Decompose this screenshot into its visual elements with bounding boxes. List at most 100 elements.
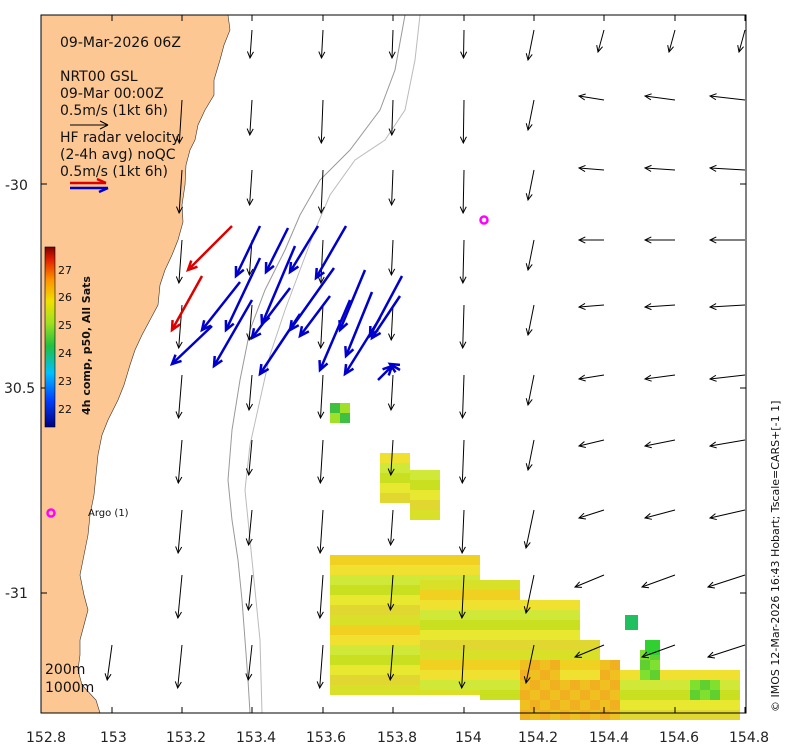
sst-cell	[680, 680, 690, 690]
current-arrow	[387, 439, 395, 477]
sst-cell	[400, 483, 410, 493]
sst-cell	[570, 690, 580, 700]
sst-cell	[350, 675, 360, 685]
sst-cell	[540, 670, 550, 680]
sst-cell	[690, 680, 700, 690]
x-tick-label: 153.2	[166, 730, 206, 746]
sst-cell	[330, 685, 340, 695]
sst-cell	[340, 575, 350, 585]
sst-cell	[730, 700, 740, 710]
sst-cell	[330, 645, 340, 655]
current-arrow	[708, 93, 746, 101]
radar-subtitle: (2-4h avg) noQC	[60, 147, 176, 163]
sst-cell	[590, 660, 600, 670]
current-arrow	[577, 509, 605, 520]
sst-cell	[500, 650, 510, 660]
x-tick-label: 154.2	[518, 730, 558, 746]
sst-cell	[490, 620, 500, 630]
sst-cell	[430, 600, 440, 610]
sst-cell	[460, 555, 470, 565]
sst-cell	[410, 665, 420, 675]
current-arrow	[525, 239, 535, 272]
current-arrow	[525, 374, 535, 407]
current-arrow	[577, 439, 605, 448]
sst-cell	[390, 655, 400, 665]
x-tick-label: 154	[455, 730, 482, 746]
sst-cell	[430, 620, 440, 630]
sst-cell	[600, 700, 610, 710]
sst-cell	[650, 710, 660, 720]
sst-cell	[380, 615, 390, 625]
sst-cell	[500, 630, 510, 640]
current-arrow	[525, 169, 535, 202]
current-arrow	[288, 225, 320, 275]
sst-cell	[540, 630, 550, 640]
sst-cell	[410, 510, 420, 520]
sst-cell	[390, 463, 400, 473]
sst-cell	[380, 493, 390, 503]
sst-cell	[560, 680, 570, 690]
sst-cell	[410, 615, 420, 625]
sst-cell	[520, 620, 530, 630]
model-scale-arrow	[70, 120, 109, 130]
sst-cell	[440, 590, 450, 600]
sst-cell	[410, 565, 420, 575]
current-arrow	[170, 275, 204, 333]
argo-marker	[46, 508, 56, 518]
sst-cell	[610, 710, 620, 720]
sst-cell	[550, 610, 560, 620]
sst-cell	[470, 680, 480, 690]
sst-cell	[610, 670, 620, 680]
current-arrow	[459, 439, 467, 485]
sst-cell	[360, 665, 370, 675]
colorbar-title: 4h comp, p50, All Sats	[80, 276, 93, 415]
sst-cell	[530, 640, 540, 650]
sst-cell	[360, 565, 370, 575]
sst-cell	[660, 690, 670, 700]
current-arrow	[525, 439, 535, 472]
sst-cell	[480, 670, 490, 680]
sst-cell	[470, 565, 480, 575]
sst-cell	[490, 650, 500, 660]
sst-cell	[400, 453, 410, 463]
current-arrow	[706, 644, 746, 659]
model-name: NRT00 GSL	[60, 69, 138, 85]
sst-cell	[430, 565, 440, 575]
sst-cell	[370, 625, 380, 635]
y-tick-label: 30.5	[4, 381, 35, 397]
sst-cell	[440, 580, 450, 590]
sst-cell	[590, 650, 600, 660]
sst-cell	[350, 645, 360, 655]
sst-cell	[530, 680, 540, 690]
sst-cell	[420, 610, 430, 620]
date-label: 09-Mar-2026 06Z	[60, 35, 181, 51]
sst-cell	[330, 403, 340, 413]
sst-cell	[550, 600, 560, 610]
sst-cell	[480, 580, 490, 590]
sst-cell	[650, 690, 660, 700]
current-arrow	[459, 239, 467, 285]
sst-cell	[510, 580, 520, 590]
sst-cell	[470, 640, 480, 650]
sst-cell	[700, 690, 710, 700]
current-arrow	[708, 303, 746, 311]
sst-cell	[580, 710, 590, 720]
sst-cell	[670, 680, 680, 690]
sst-cell	[390, 675, 400, 685]
sst-cell	[390, 585, 400, 595]
sst-cell	[330, 615, 340, 625]
sst-cell	[450, 650, 460, 660]
sst-cell	[420, 660, 430, 670]
sst-cell	[610, 690, 620, 700]
sst-cell	[530, 620, 540, 630]
sst-layer	[330, 403, 740, 720]
sst-cell	[500, 670, 510, 680]
current-arrow	[596, 29, 605, 54]
sst-cell	[420, 590, 430, 600]
y-tick-label: -31	[5, 586, 28, 602]
sst-cell	[380, 473, 390, 483]
sst-cell	[590, 690, 600, 700]
current-arrow	[344, 291, 374, 359]
sst-cell	[350, 655, 360, 665]
sst-cell	[360, 555, 370, 565]
